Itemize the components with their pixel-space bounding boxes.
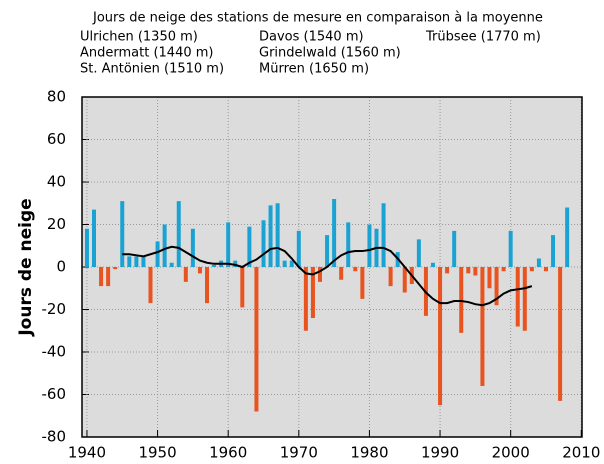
- bar: [190, 228, 195, 267]
- bar: [459, 267, 464, 333]
- bar: [183, 267, 188, 282]
- bar: [282, 260, 287, 267]
- bar: [197, 267, 202, 274]
- bar: [261, 220, 266, 267]
- legend-entry: Grindelwald (1560 m): [259, 46, 401, 61]
- bar: [162, 224, 167, 267]
- bar: [226, 222, 231, 267]
- bar: [508, 230, 513, 267]
- bar: [367, 224, 372, 267]
- bar: [438, 267, 443, 406]
- y-tick-label: -60: [42, 385, 67, 403]
- x-tick-label: 1940: [68, 444, 106, 462]
- bar: [480, 267, 485, 386]
- y-axis-label: Jours de neige: [16, 198, 36, 336]
- bar: [134, 256, 139, 267]
- x-tick-label: 1990: [421, 444, 459, 462]
- bar: [543, 267, 548, 272]
- bar: [430, 262, 435, 267]
- bar: [92, 209, 97, 267]
- bar: [106, 267, 111, 287]
- bar: [141, 256, 146, 267]
- bar: [445, 267, 450, 274]
- y-tick-label: 60: [47, 130, 66, 148]
- bar: [325, 235, 330, 267]
- bar: [332, 199, 337, 267]
- trend-line: [122, 245, 533, 307]
- legend-entry: Davos (1540 m): [259, 30, 364, 45]
- y-tick-label: -40: [42, 343, 67, 361]
- x-tick-label: 2010: [562, 444, 600, 462]
- bar: [416, 239, 421, 267]
- bar: [268, 205, 273, 267]
- bar: [388, 267, 393, 287]
- legend-entry: Ulrichen (1350 m): [80, 30, 198, 45]
- y-tick-label: -80: [42, 428, 67, 446]
- bar: [120, 201, 125, 267]
- bar: [466, 267, 471, 274]
- chart-title: Jours de neige des stations de mesure en…: [92, 11, 543, 26]
- bar: [99, 267, 104, 287]
- bar: [346, 222, 351, 267]
- bar: [487, 267, 492, 289]
- x-tick-label: 1980: [350, 444, 388, 462]
- bar: [247, 226, 252, 267]
- legend-entry: St. Antönien (1510 m): [80, 62, 224, 77]
- bar: [212, 264, 217, 267]
- bar: [529, 267, 534, 272]
- bar: [565, 207, 570, 267]
- bar: [317, 267, 322, 282]
- x-tick-label: 1960: [209, 444, 247, 462]
- y-tick-label: -20: [42, 300, 67, 318]
- bar: [310, 267, 315, 318]
- bar: [148, 267, 153, 304]
- bar: [353, 267, 358, 272]
- bar: [360, 267, 365, 299]
- bar: [289, 260, 294, 267]
- x-tick-label: 1970: [280, 444, 318, 462]
- bar: [452, 230, 457, 267]
- plot-frame: [81, 96, 583, 438]
- y-tick-label: 20: [47, 215, 66, 233]
- bar: [303, 267, 308, 331]
- bar: [113, 267, 118, 270]
- bar: [275, 203, 280, 267]
- bar: [176, 201, 181, 267]
- bar: [515, 267, 520, 327]
- bar: [402, 267, 407, 293]
- bar: [522, 267, 527, 331]
- bar: [381, 203, 386, 267]
- bar: [254, 267, 259, 412]
- bar: [494, 267, 499, 306]
- bar: [240, 267, 245, 308]
- bar: [205, 267, 209, 304]
- legend-entry: Mürren (1650 m): [259, 62, 369, 77]
- y-tick-label: 80: [47, 88, 66, 106]
- bar: [558, 267, 563, 401]
- x-tick-label: 2000: [492, 444, 530, 462]
- legend-entry: Andermatt (1440 m): [80, 46, 213, 61]
- x-tick-label: 1950: [138, 444, 176, 462]
- bar: [536, 258, 541, 267]
- legend-entry: Trübsee (1770 m): [425, 30, 541, 45]
- bar: [233, 260, 238, 267]
- y-tick-label: 40: [47, 173, 66, 191]
- bar: [127, 256, 132, 267]
- bar: [155, 241, 160, 267]
- bar: [296, 230, 301, 267]
- bar: [169, 262, 174, 267]
- bar: [84, 228, 89, 267]
- bar: [551, 235, 556, 267]
- bar: [501, 267, 506, 272]
- bar: [473, 267, 478, 276]
- bar: [339, 267, 344, 280]
- y-tick-label: 0: [56, 258, 66, 276]
